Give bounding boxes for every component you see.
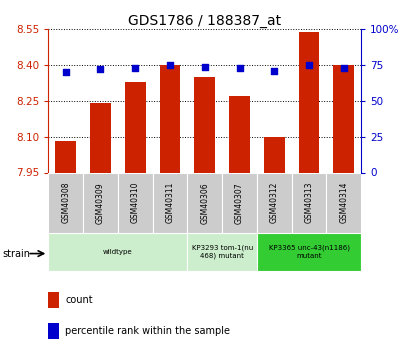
Bar — [125, 82, 146, 172]
Point — [132, 65, 139, 71]
Text: GSM40306: GSM40306 — [200, 182, 209, 224]
Point — [97, 67, 104, 72]
Text: GSM40308: GSM40308 — [61, 182, 70, 224]
Title: GDS1786 / 188387_at: GDS1786 / 188387_at — [128, 14, 281, 28]
Bar — [229, 96, 250, 172]
Text: GSM40309: GSM40309 — [96, 182, 105, 224]
Point — [236, 65, 243, 71]
Bar — [83, 172, 118, 233]
Text: GSM40311: GSM40311 — [165, 182, 174, 223]
Text: KP3365 unc-43(n1186)
mutant: KP3365 unc-43(n1186) mutant — [268, 245, 349, 259]
Bar — [257, 172, 291, 233]
Bar — [152, 172, 187, 233]
Bar — [90, 103, 111, 172]
Bar — [48, 172, 83, 233]
Bar — [194, 77, 215, 172]
Bar — [257, 233, 361, 271]
Point — [271, 68, 278, 73]
Point — [306, 62, 312, 68]
Bar — [291, 172, 326, 233]
Text: percentile rank within the sample: percentile rank within the sample — [65, 326, 230, 336]
Text: strain: strain — [2, 249, 30, 258]
Point — [202, 64, 208, 69]
Bar — [118, 172, 152, 233]
Text: wildtype: wildtype — [103, 249, 133, 255]
Text: GSM40310: GSM40310 — [131, 182, 140, 224]
Text: count: count — [65, 295, 93, 305]
Bar — [187, 233, 257, 271]
Bar — [160, 65, 181, 172]
Bar — [222, 172, 257, 233]
Bar — [299, 32, 320, 173]
Bar — [264, 137, 285, 172]
Bar — [55, 141, 76, 172]
Text: GSM40312: GSM40312 — [270, 182, 279, 223]
Point — [167, 62, 173, 68]
Point — [62, 69, 69, 75]
Point — [341, 65, 347, 71]
Text: KP3293 tom-1(nu
468) mutant: KP3293 tom-1(nu 468) mutant — [192, 245, 253, 259]
Text: GSM40314: GSM40314 — [339, 182, 348, 224]
Bar — [187, 172, 222, 233]
Bar — [333, 65, 354, 172]
Text: GSM40307: GSM40307 — [235, 182, 244, 224]
Bar — [326, 172, 361, 233]
Text: GSM40313: GSM40313 — [304, 182, 314, 224]
Bar — [48, 233, 187, 271]
